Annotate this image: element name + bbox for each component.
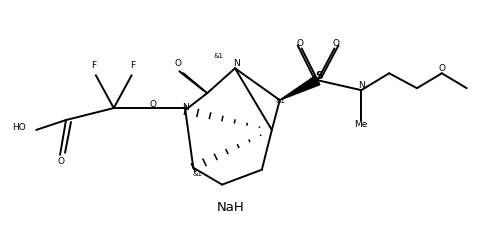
Text: F: F: [130, 61, 135, 70]
Text: O: O: [58, 157, 64, 166]
Text: &1: &1: [213, 53, 223, 59]
Text: &1: &1: [275, 98, 285, 104]
Text: N: N: [181, 103, 188, 112]
Text: F: F: [91, 61, 96, 70]
Text: O: O: [332, 39, 339, 48]
Text: O: O: [149, 100, 156, 109]
Text: O: O: [296, 39, 302, 48]
Text: O: O: [175, 59, 181, 68]
Text: &1: &1: [192, 171, 202, 177]
Text: NaH: NaH: [216, 201, 244, 214]
Text: S: S: [314, 71, 322, 81]
Text: N: N: [357, 81, 364, 90]
Text: HO: HO: [12, 124, 26, 132]
Polygon shape: [279, 76, 319, 100]
Text: O: O: [437, 64, 444, 73]
Text: N: N: [232, 59, 239, 68]
Text: Me: Me: [354, 120, 367, 130]
